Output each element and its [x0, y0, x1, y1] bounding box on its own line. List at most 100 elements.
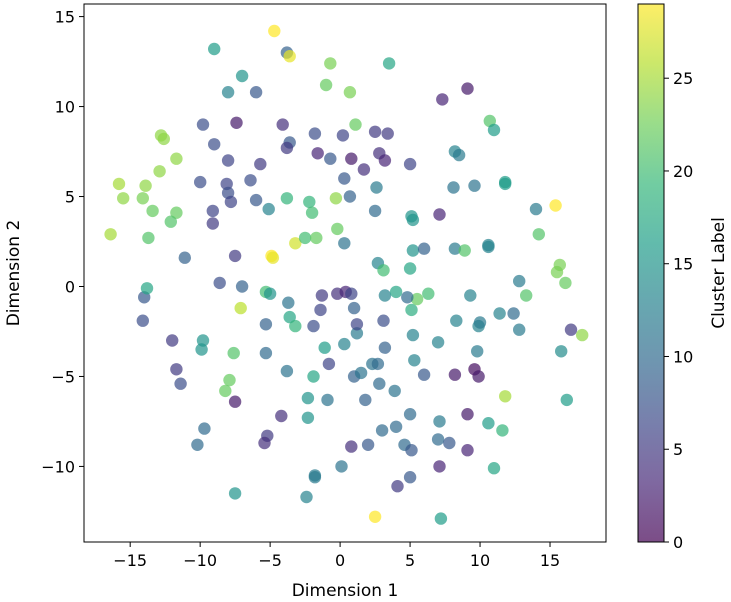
data-point: [468, 179, 481, 192]
data-point: [378, 341, 392, 354]
data-point: [507, 307, 520, 320]
data-point: [448, 242, 462, 255]
data-point: [559, 276, 572, 290]
colorbar-tick-label: 5: [673, 440, 683, 459]
data-point: [196, 334, 210, 347]
data-point: [549, 199, 562, 212]
data-point: [408, 354, 421, 367]
data-point: [308, 127, 322, 140]
data-point: [208, 138, 221, 151]
data-point: [153, 165, 166, 178]
data-point: [254, 157, 267, 171]
data-point: [194, 175, 207, 189]
data-point: [450, 314, 463, 327]
data-point: [447, 181, 460, 194]
data-point: [403, 471, 417, 484]
data-point: [359, 393, 372, 407]
data-point: [371, 357, 385, 371]
colorbar-border: [637, 3, 665, 543]
data-point: [206, 217, 219, 230]
colorbar: 0 5 10 15 20 25 Cluster Label: [637, 3, 729, 552]
data-point: [345, 440, 358, 453]
data-point: [448, 368, 462, 381]
data-point: [482, 240, 495, 254]
data-point: [298, 231, 312, 245]
x-tick-label: −10: [183, 551, 217, 570]
data-point: [235, 69, 249, 83]
data-point: [191, 438, 204, 451]
data-point: [318, 341, 331, 354]
data-point: [349, 118, 362, 131]
data-point: [259, 318, 273, 331]
data-point: [314, 303, 327, 317]
data-point: [513, 323, 526, 336]
data-point: [219, 384, 232, 398]
data-point: [487, 123, 501, 137]
data-point: [305, 206, 319, 219]
data-point: [301, 411, 315, 424]
x-tick-label: 0: [335, 551, 345, 570]
data-point: [307, 370, 320, 383]
data-point: [461, 444, 474, 457]
data-point: [282, 296, 295, 309]
data-point: [377, 314, 390, 327]
data-point: [112, 177, 126, 191]
data-point: [166, 334, 179, 347]
data-point: [310, 231, 323, 245]
data-point: [104, 228, 117, 241]
data-point: [335, 460, 348, 473]
data-point: [576, 328, 589, 342]
data-point: [213, 276, 226, 290]
data-point: [473, 316, 487, 329]
data-point: [307, 319, 320, 333]
data-point: [513, 274, 526, 288]
data-point: [338, 172, 351, 185]
data-point: [403, 262, 417, 275]
data-point: [249, 86, 263, 99]
data-point: [452, 148, 466, 162]
data-point: [529, 202, 543, 216]
data-point: [354, 366, 368, 380]
data-point: [391, 480, 404, 493]
data-point: [345, 287, 358, 300]
y-tick-label: 15: [55, 8, 75, 27]
data-point: [308, 471, 322, 484]
data-point: [136, 192, 149, 205]
data-point: [458, 244, 471, 257]
data-point: [283, 50, 296, 63]
data-point: [350, 318, 364, 331]
data-point: [170, 363, 183, 376]
data-point: [368, 204, 382, 218]
data-point: [555, 345, 568, 358]
data-point: [403, 157, 417, 171]
data-point: [487, 462, 501, 475]
data-point: [378, 289, 392, 302]
data-point: [224, 195, 238, 209]
data-point: [406, 328, 420, 342]
data-point: [433, 208, 446, 221]
data-point: [436, 93, 449, 106]
data-point: [403, 408, 417, 421]
points-layer: [104, 24, 589, 525]
data-point: [146, 204, 159, 218]
data-point: [338, 237, 351, 250]
data-point: [443, 436, 456, 450]
data-point: [499, 177, 512, 191]
x-tick-label: −5: [258, 551, 282, 570]
data-point: [405, 303, 418, 317]
plot-area: −15 −10 −5 0 5 10 15 −10 −5 0 5 10 15: [41, 3, 607, 570]
data-point: [275, 409, 288, 423]
data-point: [322, 357, 336, 371]
data-point: [461, 82, 474, 95]
colorbar-tick-label: 10: [673, 347, 693, 366]
data-point: [564, 323, 578, 336]
data-point: [553, 258, 566, 272]
data-point: [493, 307, 506, 320]
data-point: [234, 301, 247, 315]
data-point: [140, 282, 154, 295]
data-point: [329, 192, 343, 205]
data-point: [434, 512, 448, 525]
data-point: [142, 231, 155, 245]
data-point: [417, 368, 431, 381]
